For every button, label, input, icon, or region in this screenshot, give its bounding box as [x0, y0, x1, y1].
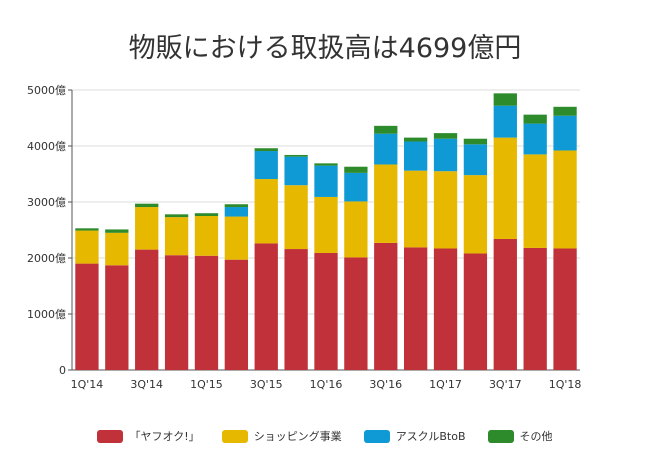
bar-segment — [75, 230, 99, 264]
bar-segment — [254, 179, 278, 244]
legend: 「ヤフオク!」 ショッピング事業 アスクルBtoB その他 — [0, 428, 650, 444]
y-tick-label: 2000億 — [27, 252, 66, 265]
x-tick-label: 3Q'14 — [130, 378, 163, 391]
axes: 0 1000億 2000億 3000億 4000億 5000億 1Q'14 3Q'14 1Q'1… — [27, 84, 581, 391]
bar-segment — [553, 115, 577, 151]
legend-label: 「ヤフオク!」 — [129, 430, 200, 443]
bar-segment — [493, 137, 517, 239]
bar-segment — [344, 172, 368, 202]
bar-segment — [374, 242, 398, 370]
bar-segment — [403, 247, 428, 370]
bar-segment — [105, 232, 129, 266]
bar-segment — [284, 154, 308, 157]
legend-label: ショッピング事業 — [253, 430, 342, 443]
bar-segment — [194, 216, 219, 256]
x-tick-label: 1Q'17 — [429, 378, 462, 391]
bar-segment — [314, 252, 338, 370]
bar-segment — [105, 265, 129, 370]
bar-segment — [433, 248, 458, 370]
bar-segment — [224, 204, 249, 208]
bar-segment — [493, 105, 517, 138]
legend-label: その他 — [519, 430, 553, 443]
bar-segment — [194, 213, 219, 216]
x-tick-label: 3Q'17 — [489, 378, 522, 391]
bar-segment — [284, 185, 308, 250]
bar-segment — [75, 228, 99, 231]
bar-segment — [254, 243, 278, 370]
bar-segment — [493, 238, 517, 370]
x-tick-label: 1Q'18 — [549, 378, 582, 391]
bar-segment — [523, 123, 547, 155]
bar-segment — [164, 214, 189, 218]
legend-swatch — [487, 429, 514, 443]
bar-segment — [463, 175, 488, 254]
chart-title: 物販における取扱高は4699億円 — [128, 33, 522, 64]
bar-segment — [284, 249, 308, 370]
x-tick-label: 1Q'16 — [310, 378, 343, 391]
bar-segment — [344, 166, 368, 173]
x-tick-label: 3Q'16 — [369, 378, 402, 391]
bar-segment — [403, 170, 428, 248]
bar-segment — [75, 263, 99, 370]
bar-segment — [224, 216, 249, 260]
x-tick-label: 1Q'15 — [190, 378, 223, 391]
bar-segment — [164, 255, 189, 370]
bar-segment — [553, 106, 577, 116]
bars — [75, 93, 577, 370]
bar-segment — [493, 93, 517, 106]
bar-segment — [463, 138, 488, 145]
bar-segment — [224, 259, 249, 370]
bar-segment — [523, 154, 547, 248]
bar-segment — [463, 253, 488, 370]
bar-segment — [135, 203, 159, 208]
legend-label: アスクルBtoB — [395, 430, 466, 443]
legend-swatch — [221, 429, 248, 443]
bar-segment — [194, 255, 219, 370]
bar-segment — [403, 141, 428, 171]
bar-segment — [433, 133, 458, 139]
bar-segment — [314, 196, 338, 253]
bar-segment — [374, 164, 398, 243]
bar-segment — [135, 249, 159, 370]
x-tick-label: 1Q'14 — [71, 378, 104, 391]
bar-segment — [433, 171, 458, 249]
bar-segment — [254, 151, 278, 180]
legend-item: ショッピング事業 — [221, 428, 342, 444]
bar-segment — [314, 165, 338, 197]
bar-segment — [135, 207, 159, 250]
bar-segment — [553, 248, 577, 370]
y-tick-label: 4000億 — [27, 140, 66, 153]
bar-segment — [523, 247, 547, 370]
y-tick-label: 3000億 — [27, 196, 66, 209]
bar-segment — [374, 133, 398, 165]
bar-segment — [433, 138, 458, 172]
bar-segment — [403, 137, 428, 142]
y-tick-label: 1000億 — [27, 308, 66, 321]
bar-segment — [553, 150, 577, 249]
bar-segment — [284, 156, 308, 186]
y-tick-label: 5000億 — [27, 84, 66, 97]
legend-swatch — [97, 429, 124, 443]
legend-item: アスクルBtoB — [363, 428, 466, 444]
bar-segment — [105, 229, 129, 233]
bar-segment — [463, 144, 488, 176]
legend-item: その他 — [487, 428, 553, 444]
legend-item: 「ヤフオク!」 — [97, 428, 200, 444]
bar-segment — [344, 201, 368, 258]
x-tick-label: 3Q'15 — [250, 378, 283, 391]
bar-segment — [374, 125, 398, 134]
bar-segment — [224, 207, 249, 217]
bar-segment — [344, 257, 368, 370]
bar-segment — [164, 217, 189, 256]
y-tick-label: 0 — [59, 364, 66, 377]
bar-segment — [254, 148, 278, 152]
bar-segment — [523, 114, 547, 124]
stacked-bar-chart: 0 1000億 2000億 3000億 4000億 5000億 1Q'14 3Q'14 1Q'1… — [27, 84, 581, 391]
bar-segment — [314, 163, 338, 166]
legend-swatch — [363, 429, 390, 443]
